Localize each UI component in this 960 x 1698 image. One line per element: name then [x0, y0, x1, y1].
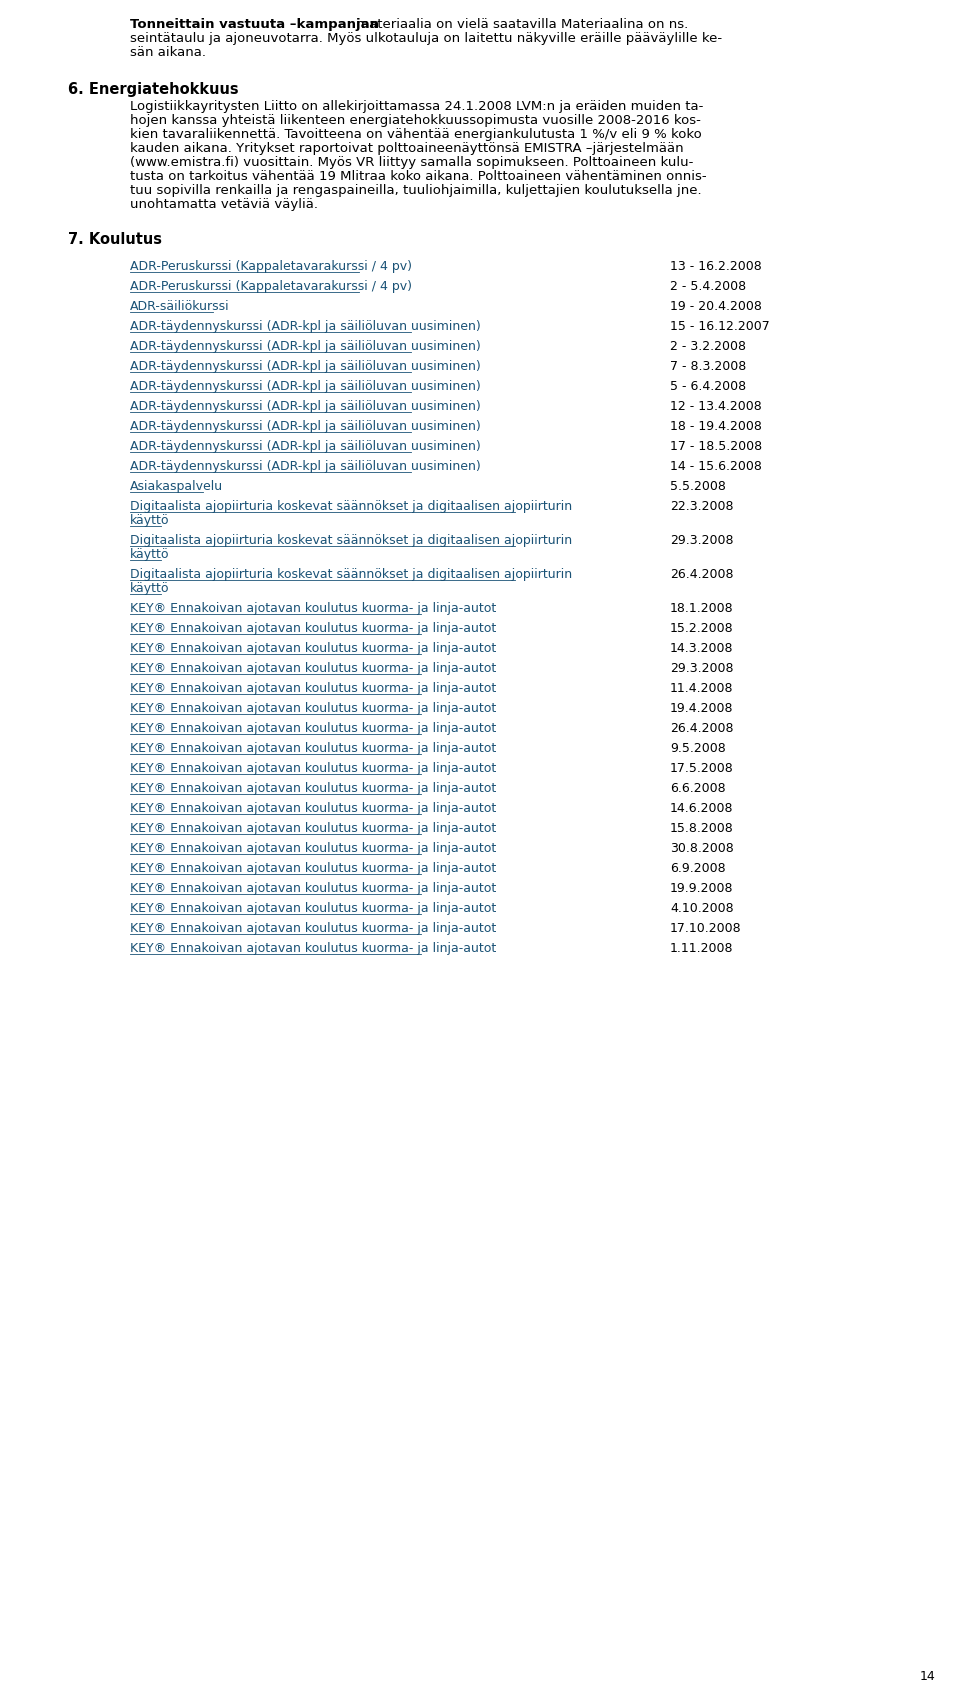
- Text: ADR-täydennyskurssi (ADR-kpl ja säiliöluvan uusiminen): ADR-täydennyskurssi (ADR-kpl ja säiliölu…: [130, 440, 481, 453]
- Text: seintätaulu ja ajoneuvotarra. Myös ulkotauluja on laitettu näkyville eräille pää: seintätaulu ja ajoneuvotarra. Myös ulkot…: [130, 32, 722, 46]
- Text: KEY® Ennakoivan ajotavan koulutus kuorma- ja linja-autot: KEY® Ennakoivan ajotavan koulutus kuorma…: [130, 683, 496, 694]
- Text: Digitaalista ajopiirturia koskevat säännökset ja digitaalisen ajopiirturin: Digitaalista ajopiirturia koskevat säänn…: [130, 569, 572, 581]
- Text: KEY® Ennakoivan ajotavan koulutus kuorma- ja linja-autot: KEY® Ennakoivan ajotavan koulutus kuorma…: [130, 783, 496, 795]
- Text: 6. Energiatehokkuus: 6. Energiatehokkuus: [68, 82, 239, 97]
- Text: ADR-täydennyskurssi (ADR-kpl ja säiliöluvan uusiminen): ADR-täydennyskurssi (ADR-kpl ja säiliölu…: [130, 460, 481, 474]
- Text: ADR-täydennyskurssi (ADR-kpl ja säiliöluvan uusiminen): ADR-täydennyskurssi (ADR-kpl ja säiliölu…: [130, 319, 481, 333]
- Text: sän aikana.: sän aikana.: [130, 46, 206, 59]
- Text: KEY® Ennakoivan ajotavan koulutus kuorma- ja linja-autot: KEY® Ennakoivan ajotavan koulutus kuorma…: [130, 822, 496, 835]
- Text: KEY® Ennakoivan ajotavan koulutus kuorma- ja linja-autot: KEY® Ennakoivan ajotavan koulutus kuorma…: [130, 842, 496, 856]
- Text: tusta on tarkoitus vähentää 19 Mlitraa koko aikana. Polttoaineen vähentäminen on: tusta on tarkoitus vähentää 19 Mlitraa k…: [130, 170, 707, 183]
- Text: KEY® Ennakoivan ajotavan koulutus kuorma- ja linja-autot: KEY® Ennakoivan ajotavan koulutus kuorma…: [130, 942, 496, 954]
- Text: 7. Koulutus: 7. Koulutus: [68, 233, 162, 246]
- Text: KEY® Ennakoivan ajotavan koulutus kuorma- ja linja-autot: KEY® Ennakoivan ajotavan koulutus kuorma…: [130, 801, 496, 815]
- Text: 17 - 18.5.2008: 17 - 18.5.2008: [670, 440, 762, 453]
- Text: 6.6.2008: 6.6.2008: [670, 783, 726, 795]
- Text: kien tavaraliikennettä. Tavoitteena on vähentää energiankulutusta 1 %/v eli 9 % : kien tavaraliikennettä. Tavoitteena on v…: [130, 127, 702, 141]
- Text: 26.4.2008: 26.4.2008: [670, 569, 733, 581]
- Text: KEY® Ennakoivan ajotavan koulutus kuorma- ja linja-autot: KEY® Ennakoivan ajotavan koulutus kuorma…: [130, 742, 496, 756]
- Text: ADR-täydennyskurssi (ADR-kpl ja säiliöluvan uusiminen): ADR-täydennyskurssi (ADR-kpl ja säiliölu…: [130, 419, 481, 433]
- Text: 13 - 16.2.2008: 13 - 16.2.2008: [670, 260, 761, 273]
- Text: käyttö: käyttö: [130, 582, 170, 594]
- Text: KEY® Ennakoivan ajotavan koulutus kuorma- ja linja-autot: KEY® Ennakoivan ajotavan koulutus kuorma…: [130, 603, 496, 615]
- Text: Digitaalista ajopiirturia koskevat säännökset ja digitaalisen ajopiirturin: Digitaalista ajopiirturia koskevat säänn…: [130, 533, 572, 547]
- Text: 19.9.2008: 19.9.2008: [670, 881, 733, 895]
- Text: KEY® Ennakoivan ajotavan koulutus kuorma- ja linja-autot: KEY® Ennakoivan ajotavan koulutus kuorma…: [130, 922, 496, 936]
- Text: ADR-täydennyskurssi (ADR-kpl ja säiliöluvan uusiminen): ADR-täydennyskurssi (ADR-kpl ja säiliölu…: [130, 360, 481, 374]
- Text: KEY® Ennakoivan ajotavan koulutus kuorma- ja linja-autot: KEY® Ennakoivan ajotavan koulutus kuorma…: [130, 762, 496, 774]
- Text: ADR-säiliökurssi: ADR-säiliökurssi: [130, 301, 229, 312]
- Text: 14.3.2008: 14.3.2008: [670, 642, 733, 655]
- Text: 18.1.2008: 18.1.2008: [670, 603, 733, 615]
- Text: 14 - 15.6.2008: 14 - 15.6.2008: [670, 460, 762, 474]
- Text: 30.8.2008: 30.8.2008: [670, 842, 733, 856]
- Text: 15.2.2008: 15.2.2008: [670, 621, 733, 635]
- Text: 2 - 5.4.2008: 2 - 5.4.2008: [670, 280, 746, 294]
- Text: 22.3.2008: 22.3.2008: [670, 499, 733, 513]
- Text: ADR-Peruskurssi (Kappaletavarakurssi / 4 pv): ADR-Peruskurssi (Kappaletavarakurssi / 4…: [130, 280, 412, 294]
- Text: KEY® Ennakoivan ajotavan koulutus kuorma- ja linja-autot: KEY® Ennakoivan ajotavan koulutus kuorma…: [130, 621, 496, 635]
- Text: 26.4.2008: 26.4.2008: [670, 722, 733, 735]
- Text: 15 - 16.12.2007: 15 - 16.12.2007: [670, 319, 770, 333]
- Text: unohtamatta vetäviä väyliä.: unohtamatta vetäviä väyliä.: [130, 199, 318, 211]
- Text: 7 - 8.3.2008: 7 - 8.3.2008: [670, 360, 746, 374]
- Text: Asiakaspalvelu: Asiakaspalvelu: [130, 481, 223, 492]
- Text: 29.3.2008: 29.3.2008: [670, 662, 733, 676]
- Text: tuu sopivilla renkailla ja rengaspaineilla, tuuliohjaimilla, kuljettajien koulut: tuu sopivilla renkailla ja rengaspaineil…: [130, 183, 702, 197]
- Text: 2 - 3.2.2008: 2 - 3.2.2008: [670, 340, 746, 353]
- Text: ADR-Peruskurssi (Kappaletavarakurssi / 4 pv): ADR-Peruskurssi (Kappaletavarakurssi / 4…: [130, 260, 412, 273]
- Text: KEY® Ennakoivan ajotavan koulutus kuorma- ja linja-autot: KEY® Ennakoivan ajotavan koulutus kuorma…: [130, 642, 496, 655]
- Text: Logistiikkayritysten Liitto on allekirjoittamassa 24.1.2008 LVM:n ja eräiden mui: Logistiikkayritysten Liitto on allekirjo…: [130, 100, 704, 114]
- Text: Tonneittain vastuuta –kampanjan: Tonneittain vastuuta –kampanjan: [130, 19, 379, 31]
- Text: KEY® Ennakoivan ajotavan koulutus kuorma- ja linja-autot: KEY® Ennakoivan ajotavan koulutus kuorma…: [130, 722, 496, 735]
- Text: 1.11.2008: 1.11.2008: [670, 942, 733, 954]
- Text: Digitaalista ajopiirturia koskevat säännökset ja digitaalisen ajopiirturin: Digitaalista ajopiirturia koskevat säänn…: [130, 499, 572, 513]
- Text: 17.5.2008: 17.5.2008: [670, 762, 733, 774]
- Text: ADR-täydennyskurssi (ADR-kpl ja säiliöluvan uusiminen): ADR-täydennyskurssi (ADR-kpl ja säiliölu…: [130, 401, 481, 413]
- Text: 18 - 19.4.2008: 18 - 19.4.2008: [670, 419, 762, 433]
- Text: 14: 14: [920, 1671, 936, 1683]
- Text: käyttö: käyttö: [130, 548, 170, 560]
- Text: 5.5.2008: 5.5.2008: [670, 481, 726, 492]
- Text: 15.8.2008: 15.8.2008: [670, 822, 733, 835]
- Text: käyttö: käyttö: [130, 514, 170, 526]
- Text: 19 - 20.4.2008: 19 - 20.4.2008: [670, 301, 762, 312]
- Text: 12 - 13.4.2008: 12 - 13.4.2008: [670, 401, 761, 413]
- Text: 19.4.2008: 19.4.2008: [670, 701, 733, 715]
- Text: materiaalia on vielä saatavilla Materiaalina on ns.: materiaalia on vielä saatavilla Materiaa…: [352, 19, 688, 31]
- Text: KEY® Ennakoivan ajotavan koulutus kuorma- ja linja-autot: KEY® Ennakoivan ajotavan koulutus kuorma…: [130, 902, 496, 915]
- Text: ADR-täydennyskurssi (ADR-kpl ja säiliöluvan uusiminen): ADR-täydennyskurssi (ADR-kpl ja säiliölu…: [130, 380, 481, 392]
- Text: 14.6.2008: 14.6.2008: [670, 801, 733, 815]
- Text: KEY® Ennakoivan ajotavan koulutus kuorma- ja linja-autot: KEY® Ennakoivan ajotavan koulutus kuorma…: [130, 881, 496, 895]
- Text: KEY® Ennakoivan ajotavan koulutus kuorma- ja linja-autot: KEY® Ennakoivan ajotavan koulutus kuorma…: [130, 863, 496, 874]
- Text: kauden aikana. Yritykset raportoivat polttoaineenäyttönsä EMISTRA –järjestelmään: kauden aikana. Yritykset raportoivat pol…: [130, 143, 684, 155]
- Text: 5 - 6.4.2008: 5 - 6.4.2008: [670, 380, 746, 392]
- Text: hojen kanssa yhteistä liikenteen energiatehokkuussopimusta vuosille 2008-2016 ko: hojen kanssa yhteistä liikenteen energia…: [130, 114, 701, 127]
- Text: (www.emistra.fi) vuosittain. Myös VR liittyy samalla sopimukseen. Polttoaineen k: (www.emistra.fi) vuosittain. Myös VR lii…: [130, 156, 693, 170]
- Text: 29.3.2008: 29.3.2008: [670, 533, 733, 547]
- Text: 4.10.2008: 4.10.2008: [670, 902, 733, 915]
- Text: 9.5.2008: 9.5.2008: [670, 742, 726, 756]
- Text: 11.4.2008: 11.4.2008: [670, 683, 733, 694]
- Text: ADR-täydennyskurssi (ADR-kpl ja säiliöluvan uusiminen): ADR-täydennyskurssi (ADR-kpl ja säiliölu…: [130, 340, 481, 353]
- Text: 6.9.2008: 6.9.2008: [670, 863, 726, 874]
- Text: KEY® Ennakoivan ajotavan koulutus kuorma- ja linja-autot: KEY® Ennakoivan ajotavan koulutus kuorma…: [130, 701, 496, 715]
- Text: 17.10.2008: 17.10.2008: [670, 922, 742, 936]
- Text: KEY® Ennakoivan ajotavan koulutus kuorma- ja linja-autot: KEY® Ennakoivan ajotavan koulutus kuorma…: [130, 662, 496, 676]
